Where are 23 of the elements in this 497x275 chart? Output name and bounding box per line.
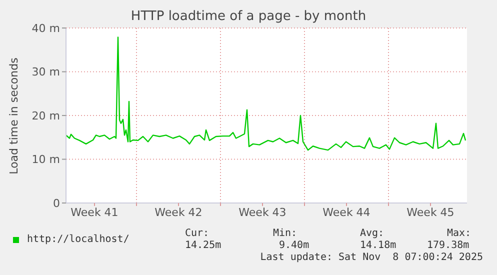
y-tick-label: 20 m <box>32 109 60 122</box>
text: Min: <box>273 228 298 239</box>
text: 9.40m <box>279 240 310 251</box>
x-tick-label: Week 42 <box>154 206 202 219</box>
x-tick-label: Week 44 <box>322 206 370 219</box>
line-series <box>66 36 466 151</box>
text: 14.18m <box>360 240 396 251</box>
text: Avg: <box>360 228 384 239</box>
text: 179.38m <box>427 240 470 251</box>
chart-title: HTTP loadtime of a page - by month <box>130 9 366 24</box>
y-tick-label: 0 <box>53 196 60 210</box>
x-tick-label: Week 43 <box>238 206 286 219</box>
x-tick-label: Week 41 <box>70 206 118 219</box>
text: 14.25m <box>185 240 222 251</box>
text: Max: <box>447 228 472 239</box>
y-tick-label: 10 m <box>32 153 60 166</box>
text: Last update: Sat Nov 8 07:00:24 2025 <box>260 252 483 263</box>
y-axis-title: Load time in seconds <box>8 58 20 174</box>
x-tick-label: Week 45 <box>406 206 454 219</box>
y-tick-label: 30 m <box>32 66 60 79</box>
text: Cur: <box>185 228 210 239</box>
legend-label: http://localhost/ <box>27 234 130 245</box>
y-tick-label: 40 m <box>32 22 60 35</box>
